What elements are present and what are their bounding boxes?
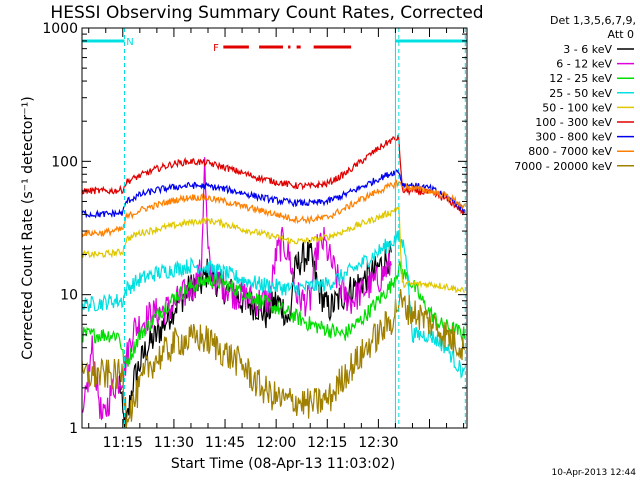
plot-frame	[81, 27, 468, 429]
series-line	[81, 157, 392, 421]
chart-title: HESSI Observing Summary Count Rates, Cor…	[50, 3, 483, 23]
x-tick-label: 12:00	[256, 435, 296, 451]
legend-label: 800 - 7000 keV	[528, 145, 612, 158]
x-axis-label: Start Time (08-Apr-13 11:03:02)	[171, 456, 395, 472]
legend-label: 50 - 100 keV	[542, 101, 612, 114]
series-line	[81, 204, 465, 294]
legend-header: Det 1,3,5,6,7,9,	[550, 14, 636, 27]
y-tick-label: 10	[60, 288, 78, 304]
y-tick-label: 100	[51, 154, 78, 170]
series-traces	[81, 134, 466, 429]
y-tick-label: 1	[69, 421, 78, 437]
x-tick-label: 12:15	[307, 435, 347, 451]
series-line	[81, 134, 466, 216]
y-tick-label: 1000	[42, 21, 78, 37]
y-axis-label: Corrected Count Rate (s⁻¹ detector⁻¹)	[20, 96, 36, 359]
legend-label: 6 - 12 keV	[556, 58, 612, 71]
series-line	[81, 178, 466, 238]
axes: 1 10 100 1000 11:15 11:30 11:45 12:00 12:15 12:30	[42, 21, 467, 451]
series-line	[81, 169, 466, 219]
flare-flag-label: F	[213, 43, 219, 54]
legend-label: 25 - 50 keV	[549, 87, 612, 100]
timestamp: 10-Apr-2013 12:44	[552, 468, 637, 478]
series-line	[81, 288, 466, 429]
legend-label: 3 - 6 keV	[563, 43, 612, 56]
x-tick-label: 11:30	[154, 435, 194, 451]
x-tick-label: 12:30	[358, 435, 398, 451]
legend: Det 1,3,5,6,7,9,Att 0 3 - 6 keV 6 - 12 keV…	[514, 14, 636, 173]
legend-label: 100 - 300 keV	[535, 116, 612, 129]
series-line	[81, 261, 466, 367]
x-tick-label: 11:45	[205, 435, 245, 451]
legend-header: Att 0	[608, 28, 634, 41]
flag-overlay: NF	[82, 28, 467, 428]
legend-label: 12 - 25 keV	[549, 72, 612, 85]
night-flag-label: N	[126, 37, 133, 48]
x-tick-label: 11:15	[103, 435, 143, 451]
legend-label: 7000 - 20000 keV	[514, 160, 612, 173]
legend-label: 300 - 800 keV	[535, 131, 612, 144]
